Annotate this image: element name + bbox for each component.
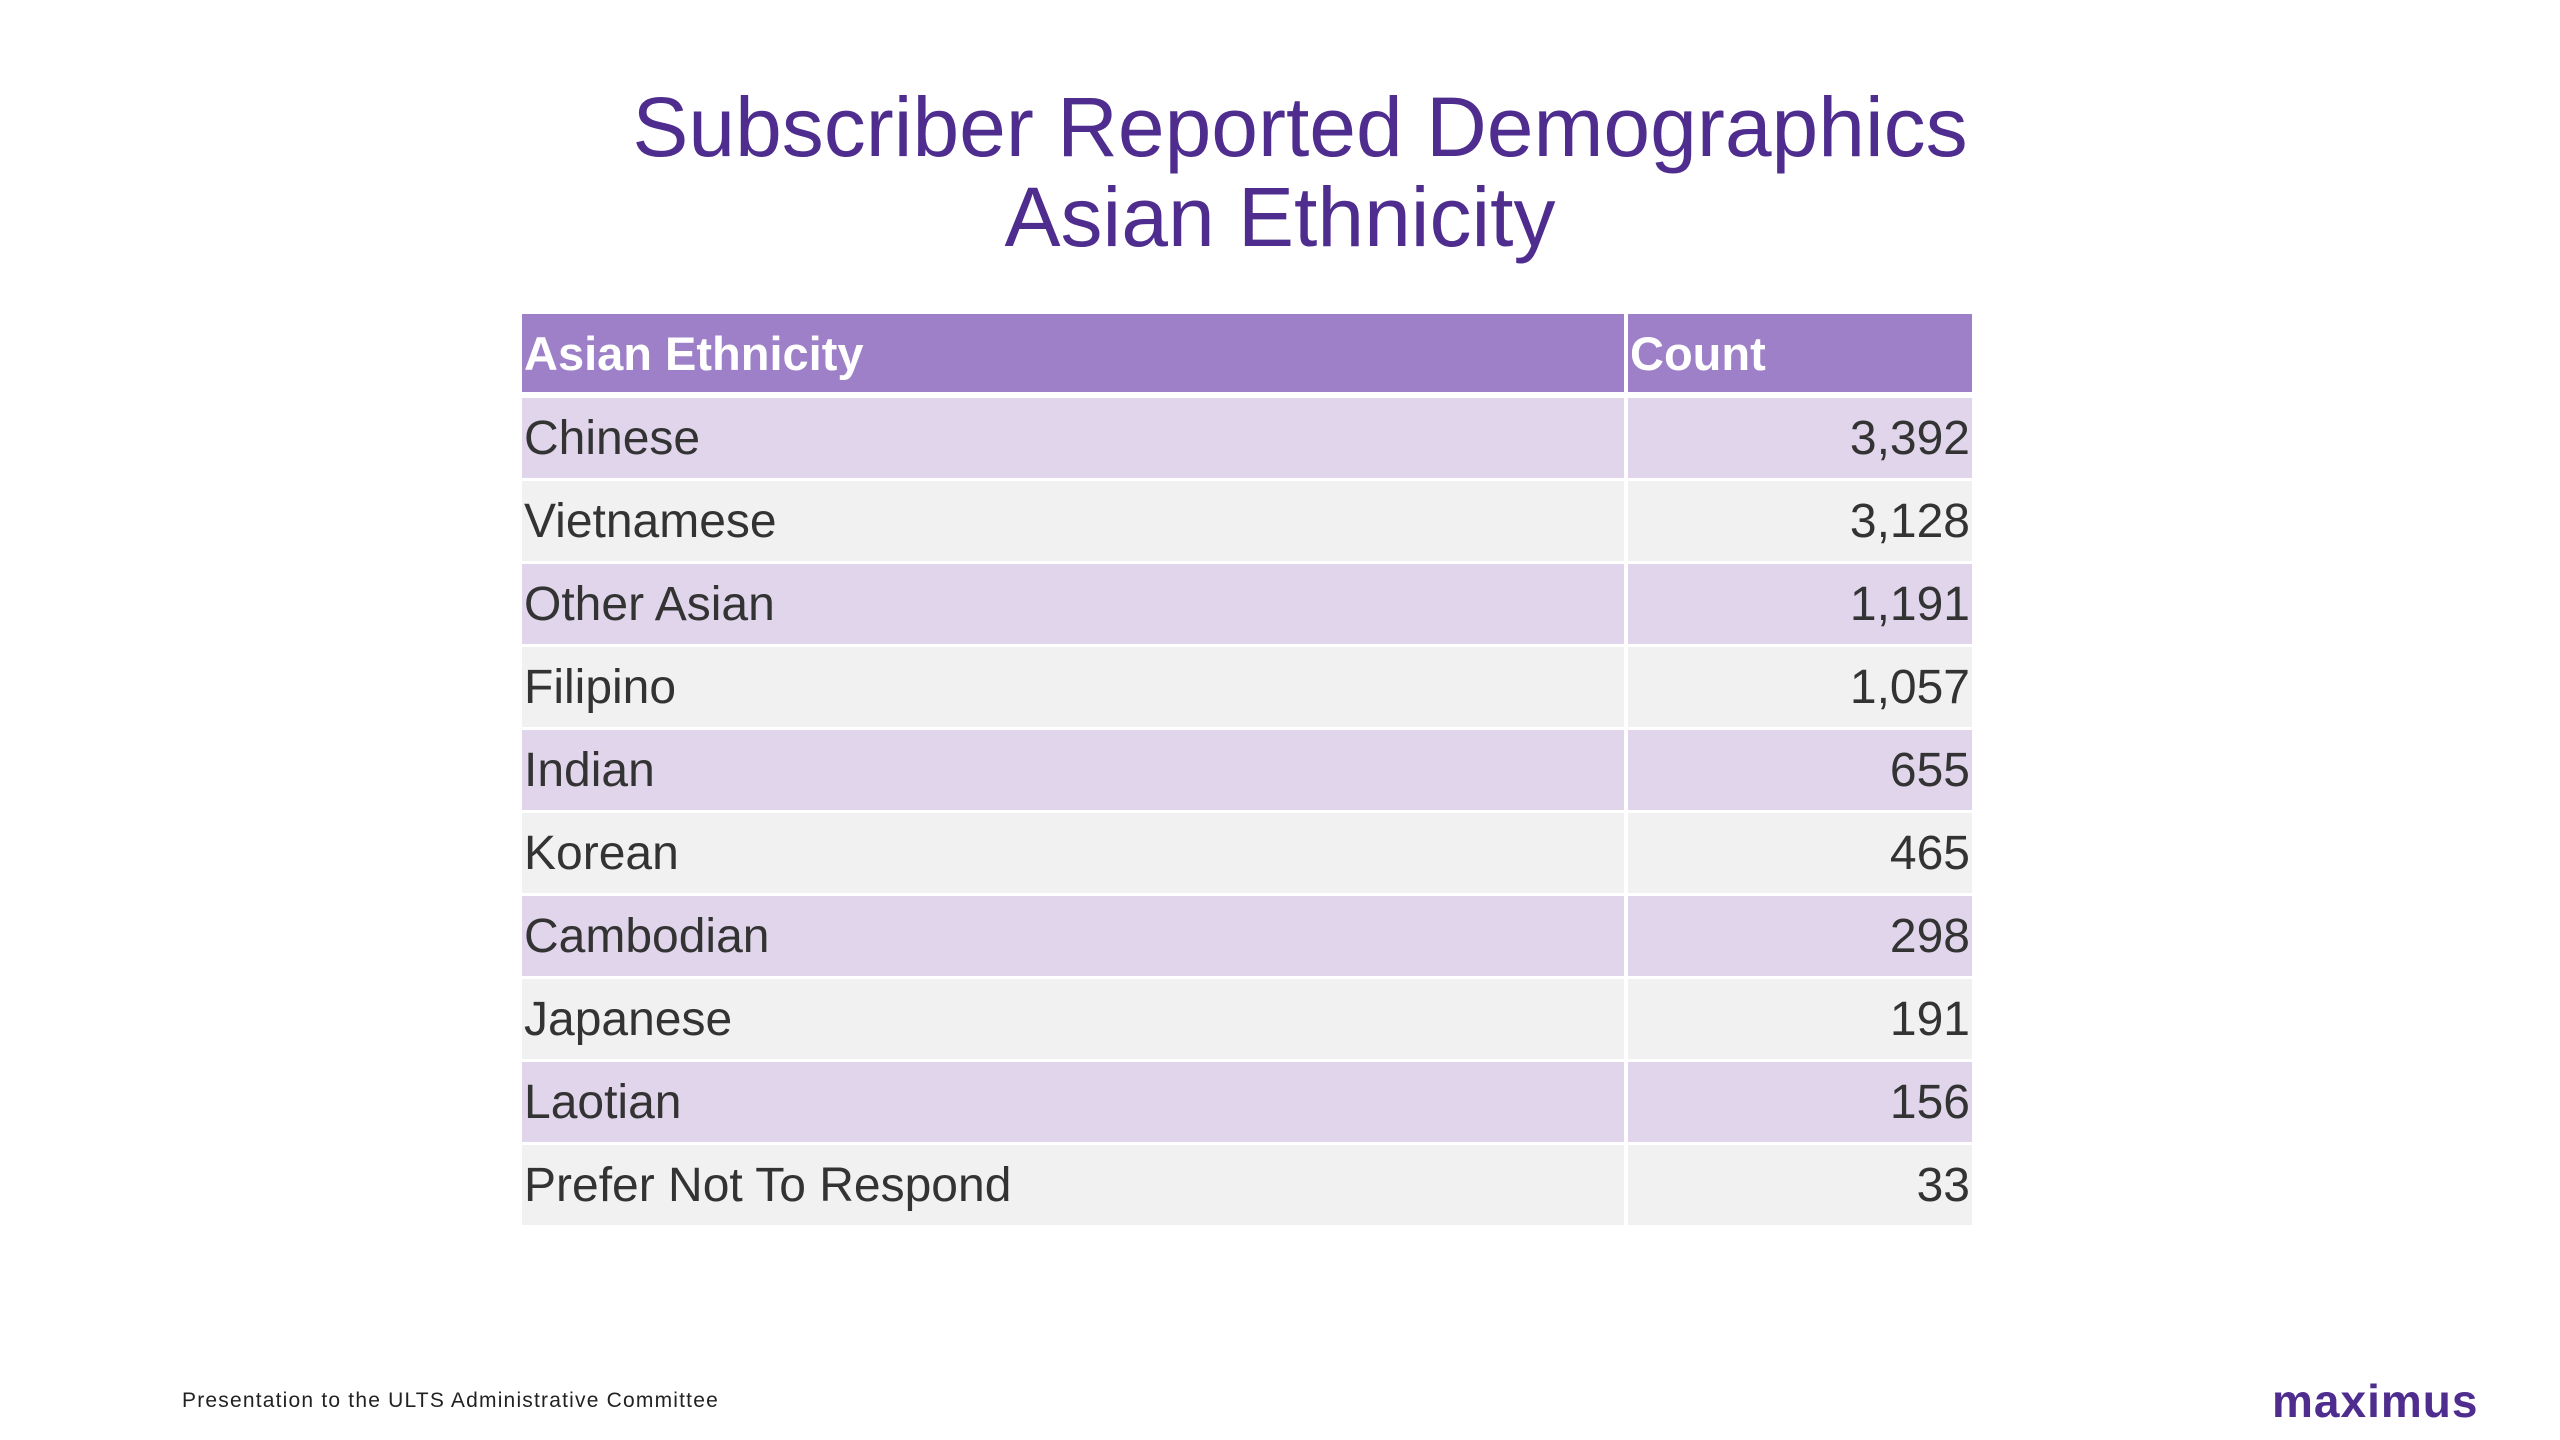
ethnicity-cell: Korean	[522, 813, 1624, 896]
table-row: Korean 465	[522, 813, 1972, 896]
table-row: Other Asian 1,191	[522, 564, 1972, 647]
table-row: Vietnamese 3,128	[522, 481, 1972, 564]
count-cell: 655	[1624, 730, 1972, 813]
count-cell: 191	[1624, 979, 1972, 1062]
count-cell: 465	[1624, 813, 1972, 896]
ethnicity-cell: Cambodian	[522, 896, 1624, 979]
table-row: Prefer Not To Respond 33	[522, 1145, 1972, 1228]
count-cell: 156	[1624, 1062, 1972, 1145]
count-cell: 3,128	[1624, 481, 1972, 564]
header-count: Count	[1624, 314, 1972, 398]
header-ethnicity: Asian Ethnicity	[522, 314, 1624, 398]
footer-text: Presentation to the ULTS Administrative …	[182, 1389, 719, 1412]
table-row: Filipino 1,057	[522, 647, 1972, 730]
table-row: Indian 655	[522, 730, 1972, 813]
ethnicity-cell: Indian	[522, 730, 1624, 813]
table-header-row: Asian Ethnicity Count	[522, 314, 1972, 398]
ethnicity-cell: Other Asian	[522, 564, 1624, 647]
ethnicity-cell: Japanese	[522, 979, 1624, 1062]
ethnicity-cell: Filipino	[522, 647, 1624, 730]
maximus-logo: maximus	[2272, 1375, 2479, 1427]
slide-title: Subscriber Reported Demographics Asian E…	[0, 82, 2560, 262]
table-row: Chinese 3,392	[522, 398, 1972, 481]
title-line-2: Asian Ethnicity	[1004, 170, 1556, 264]
table-row: Cambodian 298	[522, 896, 1972, 979]
ethnicity-cell: Chinese	[522, 398, 1624, 481]
count-cell: 33	[1624, 1145, 1972, 1228]
count-cell: 3,392	[1624, 398, 1972, 481]
count-cell: 1,191	[1624, 564, 1972, 647]
table-row: Japanese 191	[522, 979, 1972, 1062]
title-line-1: Subscriber Reported Demographics	[632, 80, 1968, 174]
ethnicity-cell: Vietnamese	[522, 481, 1624, 564]
ethnicity-cell: Laotian	[522, 1062, 1624, 1145]
ethnicity-cell: Prefer Not To Respond	[522, 1145, 1624, 1228]
count-cell: 1,057	[1624, 647, 1972, 730]
ethnicity-table: Asian Ethnicity Count Chinese 3,392 Viet…	[522, 314, 1972, 1228]
count-cell: 298	[1624, 896, 1972, 979]
table-row: Laotian 156	[522, 1062, 1972, 1145]
